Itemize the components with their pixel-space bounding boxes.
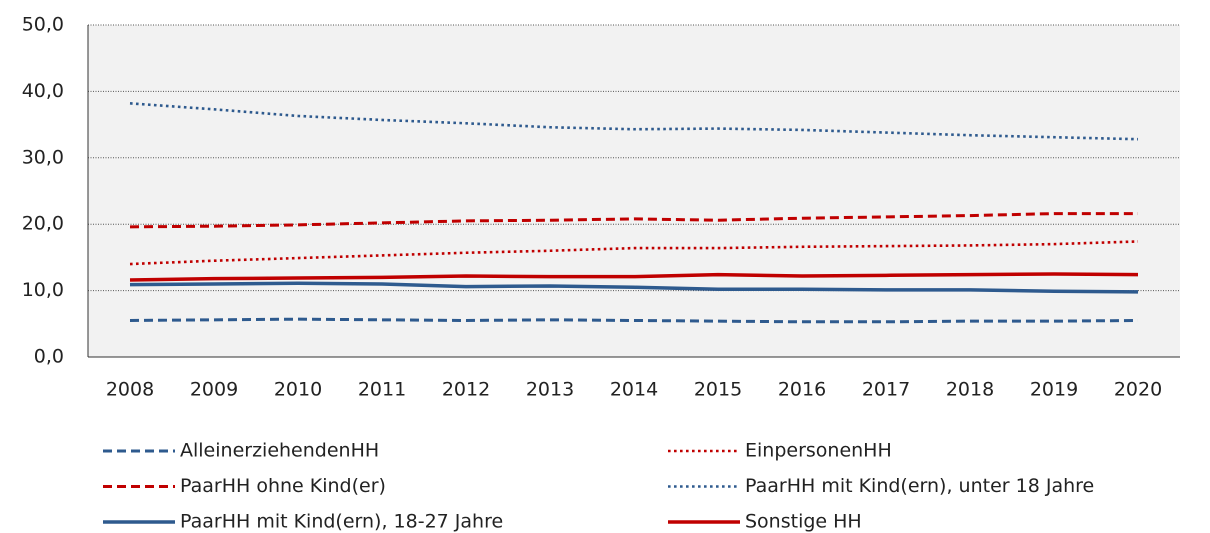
x-tick-label: 2020 [1114,379,1162,401]
series-line [129,212,1138,229]
x-tick-label: 2018 [946,379,994,401]
plot-area [88,25,1180,357]
y-tick-label: 50,0 [22,14,64,36]
x-tick-label: 2019 [1030,379,1078,401]
legend-label: AlleinerziehendenHH [180,440,379,462]
y-tick-label: 40,0 [22,80,64,102]
series-line [129,317,1139,324]
y-tick-label: 30,0 [22,146,64,168]
y-tick-label: 10,0 [22,279,64,301]
x-tick-label: 2012 [442,379,490,401]
legend-label: Sonstige HH [745,511,862,533]
x-tick-label: 2008 [106,379,154,401]
x-tick-label: 2014 [610,379,658,401]
legend-label: EinpersonenHH [745,440,892,462]
x-tick-label: 2010 [274,379,322,401]
series-line [129,272,1139,282]
series-line [129,240,1139,266]
series-line [129,281,1139,294]
legend-label: PaarHH mit Kind(ern), 18-27 Jahre [180,511,503,533]
y-tick-label: 20,0 [22,213,64,235]
legend-label: PaarHH ohne Kind(er) [180,475,386,497]
x-tick-label: 2015 [694,379,742,401]
legend-label: PaarHH mit Kind(ern), unter 18 Jahre [745,475,1094,497]
x-tick-label: 2009 [190,379,238,401]
series-line [129,102,1139,141]
y-tick-label: 0,0 [34,346,64,368]
x-tick-label: 2013 [526,379,574,401]
x-tick-label: 2011 [358,379,406,401]
x-tick-label: 2017 [862,379,910,401]
x-tick-label: 2016 [778,379,826,401]
